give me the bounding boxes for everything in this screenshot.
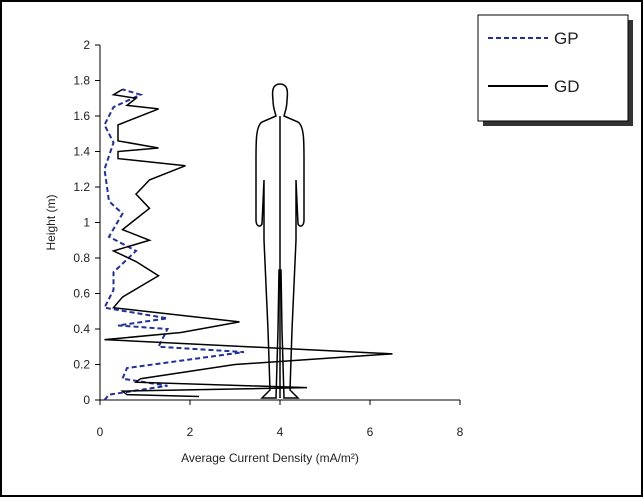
legend-box xyxy=(477,14,629,122)
x-tick-label: 4 xyxy=(277,425,284,439)
y-tick-label: 1.4 xyxy=(73,145,90,159)
series-line xyxy=(102,88,245,401)
legend-label: GD xyxy=(554,77,580,96)
x-axis-label: Average Current Density (mA/m²) xyxy=(181,451,359,465)
y-tick-label: 0.8 xyxy=(73,251,90,265)
x-tick-label: 0 xyxy=(97,425,104,439)
y-tick-label: 0.6 xyxy=(73,287,90,301)
legend: GP GD xyxy=(477,14,633,126)
x-tick-label: 8 xyxy=(457,425,464,439)
series-line xyxy=(104,88,393,398)
x-tick-label: 6 xyxy=(367,425,374,439)
y-tick-label: 0 xyxy=(83,393,90,407)
y-tick-label: 0.4 xyxy=(73,322,90,336)
human-silhouette xyxy=(255,83,305,399)
y-tick-label: 1.8 xyxy=(73,74,90,88)
x-tick-label: 2 xyxy=(187,425,194,439)
y-tick-label: 1.2 xyxy=(73,180,90,194)
y-tick-label: 1 xyxy=(83,216,90,230)
y-tick-label: 2 xyxy=(83,38,90,52)
y-tick-label: 1.6 xyxy=(73,109,90,123)
y-axis-label: Height (m) xyxy=(44,194,58,250)
legend-label: GP xyxy=(554,29,579,48)
y-tick-label: 0.2 xyxy=(73,358,90,372)
